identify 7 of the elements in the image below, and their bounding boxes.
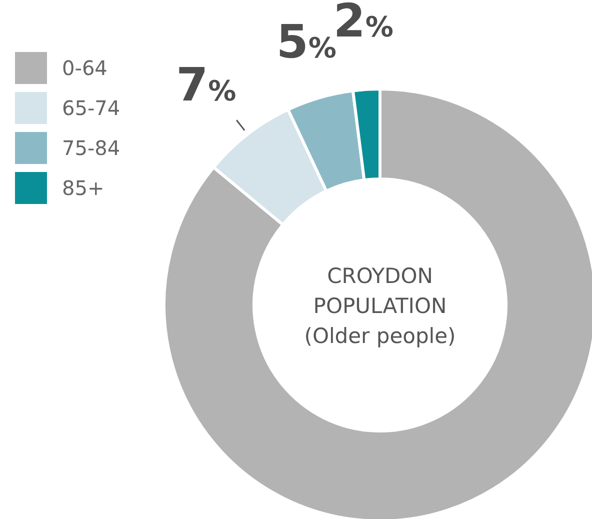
legend-label: 75-84 [62, 136, 120, 160]
legend-label: 0-64 [62, 56, 108, 80]
data-label: 7% [176, 57, 236, 112]
text: (Older people) [304, 324, 456, 348]
text: CROYDON POPULATION [313, 264, 447, 318]
legend-label: 85+ [62, 176, 104, 200]
legend-label: 65-74 [62, 96, 120, 120]
